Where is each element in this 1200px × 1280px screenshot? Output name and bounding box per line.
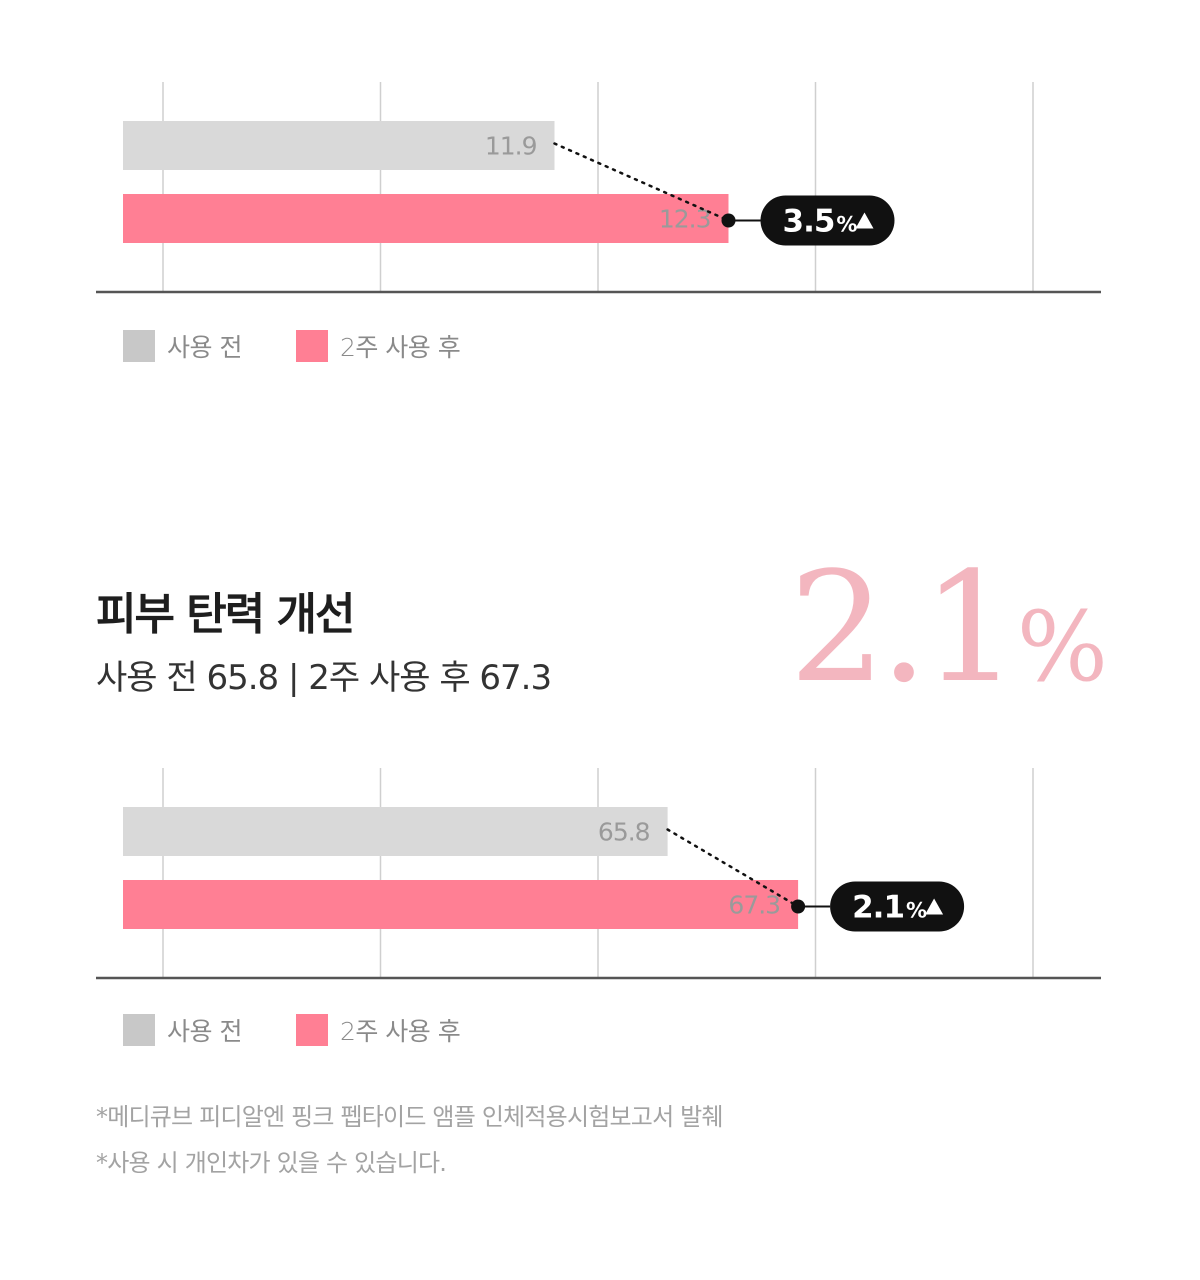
section-title: 피부 탄력 개선 [96,589,356,640]
big-percent-value: 2.1 [789,539,1019,716]
bar-chart-2: 65.867.3 2.1% [96,768,1101,980]
bar-label-before: 11.9 [485,132,537,161]
bar-chart-1: 11.912.3 3.5% [96,82,1101,294]
big-percent-unit: % [1016,591,1108,703]
bar-label-after: 67.3 [728,891,780,920]
legend-label-after: 2주 사용 후 [339,333,461,362]
change-connector [666,828,800,908]
legend-swatch-after [295,1014,328,1046]
legend-label-before: 사용 전 [167,1017,242,1046]
footnotes: *메디큐브 피디알엔 핑크 펩타이드 앰플 인체적용시험보고서 발췌 *사용 시… [96,1094,724,1186]
change-connector [553,142,730,222]
bar-before [123,121,555,170]
legend-item-after: 2주 사용 후 [295,1012,461,1048]
triangle-up-icon [925,898,944,915]
bar-after [123,880,799,929]
change-badge [830,881,965,932]
legend-item-after: 2주 사용 후 [295,328,461,364]
change-badge-unit: % [836,213,857,237]
legend-item-before: 사용 전 [123,1012,242,1048]
legend-label-before: 사용 전 [167,333,242,362]
big-percent: 2.1% [789,552,1108,704]
triangle-up-icon [855,212,874,229]
legend-swatch-before [123,1014,155,1046]
legend-swatch-after [295,330,328,362]
bar-before [123,807,668,856]
legend-label-after: 2주 사용 후 [339,1017,461,1046]
legend-2: 사용 전 2주 사용 후 [123,1012,514,1048]
legend-1: 사용 전 2주 사용 후 [123,328,514,364]
footnote-disclaimer: *사용 시 개인차가 있을 수 있습니다. [96,1149,447,1177]
change-badge [760,195,895,246]
section-subtitle: 사용 전 65.8 | 2주 사용 후 67.3 [96,658,552,698]
legend-swatch-before [123,330,155,362]
legend-item-before: 사용 전 [123,328,242,364]
footnote-source: *메디큐브 피디알엔 핑크 펩타이드 앰플 인체적용시험보고서 발췌 [96,1103,724,1131]
bar-label-before: 65.8 [598,818,650,847]
change-badge-unit: % [906,899,927,923]
bar-after [123,194,729,243]
